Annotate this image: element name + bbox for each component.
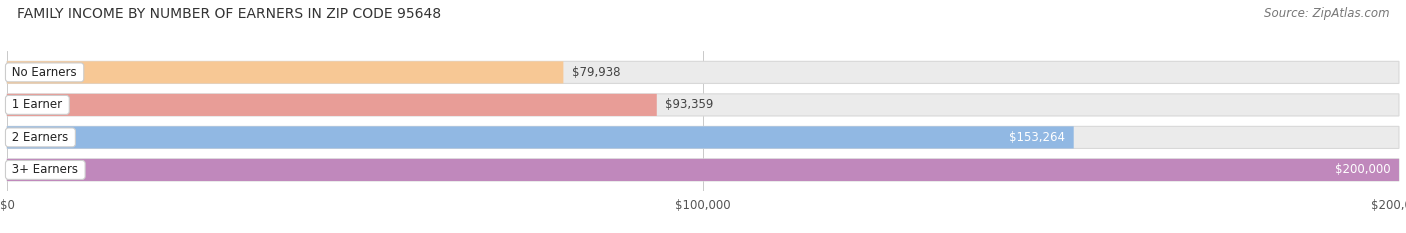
Text: FAMILY INCOME BY NUMBER OF EARNERS IN ZIP CODE 95648: FAMILY INCOME BY NUMBER OF EARNERS IN ZI… [17, 7, 441, 21]
FancyBboxPatch shape [7, 126, 1399, 148]
FancyBboxPatch shape [7, 159, 1399, 181]
FancyBboxPatch shape [7, 94, 657, 116]
Text: $93,359: $93,359 [665, 98, 713, 111]
Text: Source: ZipAtlas.com: Source: ZipAtlas.com [1264, 7, 1389, 20]
FancyBboxPatch shape [7, 61, 564, 83]
FancyBboxPatch shape [7, 159, 1399, 181]
Text: No Earners: No Earners [8, 66, 80, 79]
FancyBboxPatch shape [7, 94, 1399, 116]
FancyBboxPatch shape [7, 61, 1399, 83]
Text: $200,000: $200,000 [1334, 163, 1391, 176]
Text: $153,264: $153,264 [1010, 131, 1066, 144]
FancyBboxPatch shape [7, 126, 1074, 148]
Text: 1 Earner: 1 Earner [8, 98, 66, 111]
Text: $79,938: $79,938 [572, 66, 620, 79]
Text: 2 Earners: 2 Earners [8, 131, 73, 144]
Text: 3+ Earners: 3+ Earners [8, 163, 82, 176]
